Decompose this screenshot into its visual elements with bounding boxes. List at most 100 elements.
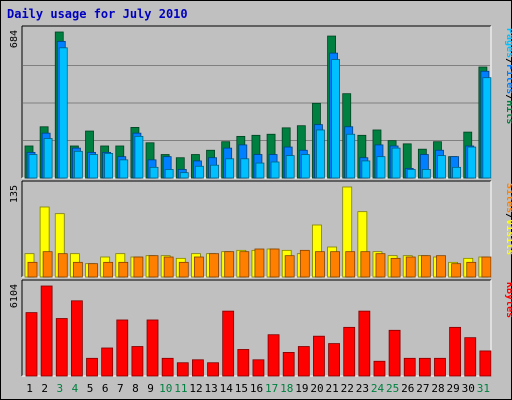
bar-kbytes-day-4 [70,300,83,377]
bar-sites-day-19 [299,249,310,278]
bar-pages-day-21 [331,59,340,179]
legend-entry: Sites [504,183,512,213]
bar-kbytes-day-22 [343,326,356,377]
bar-pages-day-28 [437,155,446,179]
bar-sites-day-18 [284,255,295,278]
x-tick-label-day-14: 14 [220,382,234,395]
legend-label-kbytes: KBytes [504,282,512,318]
legend-entry: / [504,94,512,100]
legend-label-hits-files-pages: Pages/Files/Hits [504,28,512,124]
bar-kbytes-day-19 [297,346,310,377]
bar-sites-day-16 [254,248,265,278]
bar-kbytes-day-28 [434,357,446,377]
bar-sites-day-2 [42,251,53,278]
legend-entry: Pages [504,28,512,58]
bar-kbytes-day-6 [101,347,114,377]
x-tick-label-day-16: 16 [250,382,263,395]
bar-pages-day-20 [316,129,325,179]
x-tick-label-day-10: 10 [159,382,172,395]
bar-pages-day-4 [73,150,83,179]
x-tick-label-day-30: 30 [462,382,475,395]
legend-entry: KBytes [504,282,512,318]
bar-pages-day-14 [225,158,235,179]
bar-pages-day-26 [406,169,416,179]
bar-sites-day-30 [466,261,477,278]
y-max-label: 6104 [9,284,20,308]
x-tick-label-day-19: 19 [295,382,308,395]
bar-sites-day-21 [330,251,340,278]
bar-sites-day-24 [375,253,386,278]
x-tick-label-day-28: 28 [431,382,444,395]
bar-sites-day-14 [224,251,235,278]
bar-kbytes-day-1 [25,312,38,377]
legend-entry: Visits [504,219,512,255]
bar-pages-day-11 [179,172,189,179]
x-tick-label-day-6: 6 [102,382,109,395]
x-tick-label-day-7: 7 [117,382,124,395]
bar-pages-day-1 [28,154,38,179]
x-tick-label-day-8: 8 [132,382,139,395]
x-tick-label-day-26: 26 [401,382,414,395]
bar-kbytes-day-10 [161,357,174,377]
bar-pages-day-22 [346,133,356,179]
bar-kbytes-day-29 [449,326,462,377]
legend-entry: / [504,58,512,64]
bar-pages-day-13 [210,164,219,179]
bar-kbytes-day-12 [192,359,204,377]
bar-sites-day-12 [194,256,204,278]
bar-sites-day-8 [133,256,144,278]
y-max-label: 684 [9,30,20,48]
bar-sites-day-23 [360,251,371,278]
bar-pages-day-10 [164,169,174,179]
bar-pages-day-6 [104,153,114,179]
bar-pages-day-17 [270,161,280,179]
bar-sites-day-9 [148,255,159,278]
legend-entry: / [504,213,512,219]
bar-sites-day-17 [269,248,280,278]
legend-entry: Hits [504,100,512,124]
bar-kbytes-day-26 [403,357,416,377]
bar-kbytes-day-25 [388,329,401,377]
bar-sites-day-28 [436,255,446,278]
bar-kbytes-day-30 [464,337,477,377]
bar-sites-day-13 [209,253,219,278]
x-tick-label-day-21: 21 [326,382,339,395]
bar-pages-day-5 [89,154,98,179]
x-tick-label-day-1: 1 [26,382,33,395]
bar-sites-day-27 [420,255,431,278]
bar-sites-day-15 [239,251,250,278]
bar-kbytes-day-31 [479,350,492,377]
bar-kbytes-day-7 [116,319,129,377]
bar-pages-day-31 [482,77,492,179]
bar-pages-day-25 [391,147,401,179]
bar-pages-day-3 [58,47,68,179]
x-tick-label-day-9: 9 [147,382,154,395]
bar-sites-day-1 [27,261,38,278]
x-tick-label-day-15: 15 [235,382,248,395]
bar-pages-day-9 [149,166,159,179]
bar-sites-day-29 [451,263,462,278]
bar-kbytes-day-16 [252,359,265,377]
x-tick-label-day-29: 29 [447,382,460,395]
x-tick-label-day-5: 5 [87,382,94,395]
x-tick-label-day-2: 2 [41,382,48,395]
bar-pages-day-30 [467,146,477,179]
bar-kbytes-day-13 [207,362,219,377]
bar-kbytes-day-15 [237,349,250,377]
x-tick-label-day-31: 31 [477,382,490,395]
bar-kbytes-day-18 [282,352,295,377]
bar-kbytes-day-20 [313,335,325,377]
bar-sites-day-22 [345,251,356,278]
x-tick-label-day-17: 17 [265,382,278,395]
bar-sites-day-11 [178,261,189,278]
bar-kbytes-day-17 [267,334,280,377]
bar-kbytes-day-3 [55,318,68,377]
bar-pages-day-15 [240,158,250,179]
bar-kbytes-day-14 [222,310,235,377]
x-tick-label-day-22: 22 [341,382,354,395]
bar-kbytes-day-8 [131,346,144,377]
bar-kbytes-day-27 [418,357,431,377]
bar-pages-day-8 [134,135,144,179]
x-tick-label-day-25: 25 [386,382,399,395]
